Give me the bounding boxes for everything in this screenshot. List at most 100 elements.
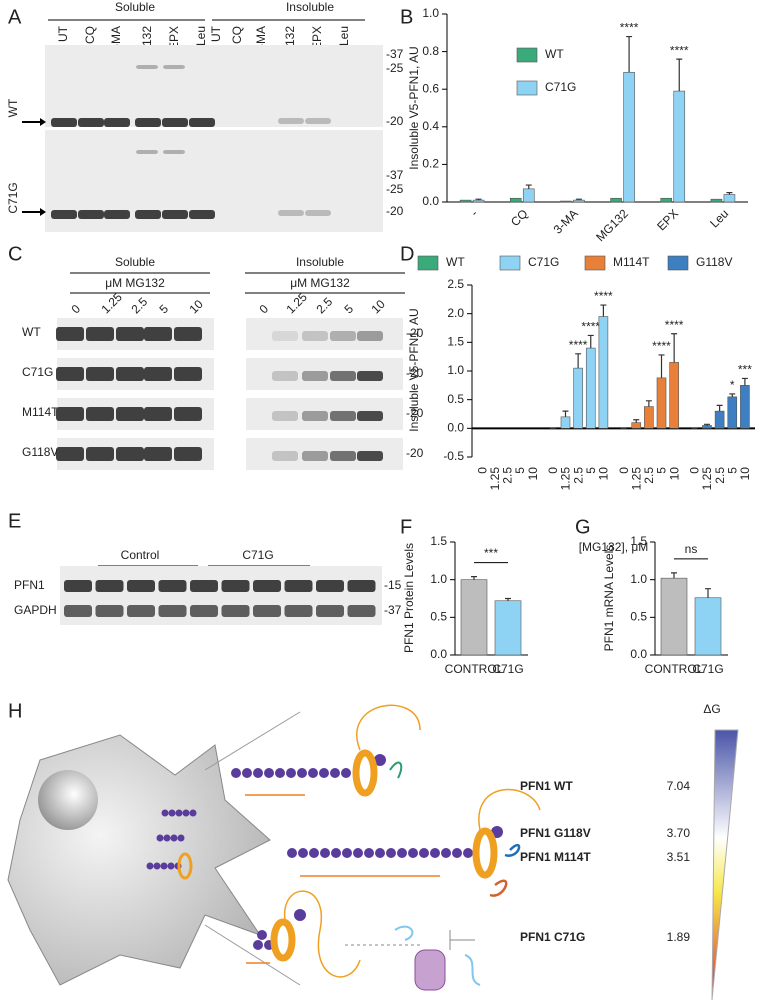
arrowhead bbox=[40, 208, 46, 216]
bar bbox=[560, 200, 572, 203]
error-bar bbox=[726, 192, 733, 195]
label: Control bbox=[121, 548, 160, 562]
label: Insoluble bbox=[296, 255, 344, 269]
legend-label: M114T bbox=[613, 255, 650, 269]
significance: **** bbox=[569, 338, 588, 352]
x-tick-label: C71G bbox=[492, 662, 523, 676]
band bbox=[162, 118, 188, 127]
panel-letter: B bbox=[400, 6, 413, 28]
error-bar bbox=[587, 334, 594, 349]
label: μM MG132 bbox=[105, 276, 165, 290]
x-tick-label: CONTROL bbox=[445, 662, 504, 676]
label: Soluble bbox=[115, 255, 155, 269]
dose-label: 2.5 bbox=[313, 294, 335, 316]
legend-label: WT bbox=[446, 255, 465, 269]
error-bar bbox=[703, 423, 710, 426]
band bbox=[305, 118, 331, 124]
x-tick-label: 0 bbox=[617, 467, 631, 474]
y-tick-label: 0.0 bbox=[630, 647, 647, 661]
y-tick-label: 0.0 bbox=[422, 194, 439, 208]
band bbox=[347, 605, 376, 617]
error-bar bbox=[600, 304, 607, 317]
band bbox=[278, 118, 304, 124]
blot bbox=[246, 318, 403, 350]
legend-label: C71G bbox=[528, 255, 559, 269]
band bbox=[104, 118, 130, 127]
x-tick-label: C71G bbox=[692, 662, 723, 676]
band bbox=[78, 210, 104, 219]
band bbox=[245, 331, 271, 341]
row-label: PFN1 bbox=[14, 578, 45, 592]
row-label: WT bbox=[22, 325, 41, 339]
band bbox=[253, 580, 281, 592]
variant-label: PFN1 G118V bbox=[520, 826, 591, 840]
x-tick-label: 1.25 bbox=[700, 467, 714, 491]
significance: **** bbox=[670, 43, 689, 57]
x-tick-label: 5 bbox=[725, 467, 739, 474]
variant-label: PFN1 M114T bbox=[520, 850, 591, 864]
y-axis-label: PFN1 mRNA Levels bbox=[602, 545, 616, 652]
x-tick-label: 2.5 bbox=[501, 467, 515, 484]
panel-letter: H bbox=[8, 700, 22, 722]
label: Insoluble bbox=[286, 0, 334, 14]
error-bar bbox=[626, 35, 633, 73]
band bbox=[104, 210, 130, 219]
x-tick-label: 5 bbox=[655, 467, 669, 474]
significance: **** bbox=[665, 318, 684, 332]
panel-letter: A bbox=[8, 6, 22, 28]
legend-swatch bbox=[516, 47, 538, 63]
band bbox=[56, 367, 84, 381]
significance: **** bbox=[594, 289, 613, 303]
bar bbox=[714, 410, 725, 429]
bar bbox=[472, 199, 485, 203]
y-tick-label: 2.5 bbox=[447, 277, 464, 291]
marker-label: -20 bbox=[406, 406, 424, 420]
significance: ns bbox=[685, 542, 698, 556]
x-tick-label: 1.25 bbox=[488, 467, 502, 491]
error-bar bbox=[471, 576, 477, 580]
row-label: C71G bbox=[6, 182, 20, 213]
marker-label: -37 bbox=[384, 603, 402, 617]
legend-label: G118V bbox=[696, 255, 732, 269]
band bbox=[56, 407, 84, 421]
row-label: C71G bbox=[22, 365, 53, 379]
x-tick-label: 5 bbox=[513, 467, 527, 474]
legend-swatch bbox=[417, 255, 439, 271]
y-axis-label: PFN1 Protein Levels bbox=[402, 543, 416, 653]
x-tick-label: EPX bbox=[654, 206, 681, 233]
band bbox=[56, 447, 84, 461]
y-tick-label: 0.8 bbox=[422, 44, 439, 58]
x-tick-label: 0 bbox=[688, 467, 702, 474]
band bbox=[174, 327, 202, 341]
band bbox=[330, 331, 356, 341]
y-tick-label: 0.5 bbox=[447, 392, 464, 406]
band bbox=[189, 210, 215, 219]
band bbox=[272, 451, 298, 461]
marker-label: -20 bbox=[386, 204, 404, 218]
band bbox=[330, 451, 356, 461]
marker-label: -37 bbox=[386, 47, 404, 61]
lane-label: CQ bbox=[83, 26, 97, 44]
band bbox=[245, 451, 271, 461]
x-tick-label: 10 bbox=[738, 467, 752, 481]
lane-label: UT bbox=[209, 25, 223, 42]
panel-letter: D bbox=[400, 243, 414, 265]
band bbox=[51, 118, 77, 127]
dose-label: 5 bbox=[341, 302, 356, 317]
band bbox=[64, 580, 92, 592]
band bbox=[302, 451, 328, 461]
dose-label: 0 bbox=[256, 302, 271, 317]
band bbox=[158, 580, 187, 592]
band bbox=[272, 411, 298, 421]
row-label: G118V bbox=[22, 445, 58, 459]
band bbox=[64, 605, 92, 617]
row-label: GAPDH bbox=[14, 603, 57, 617]
bar bbox=[631, 422, 642, 429]
band bbox=[144, 327, 172, 341]
legend-swatch bbox=[667, 255, 689, 271]
bar bbox=[710, 198, 723, 203]
significance: * bbox=[730, 378, 735, 392]
panel-letter: E bbox=[8, 510, 21, 532]
band bbox=[302, 331, 328, 341]
dose-label: 1.25 bbox=[98, 290, 125, 317]
